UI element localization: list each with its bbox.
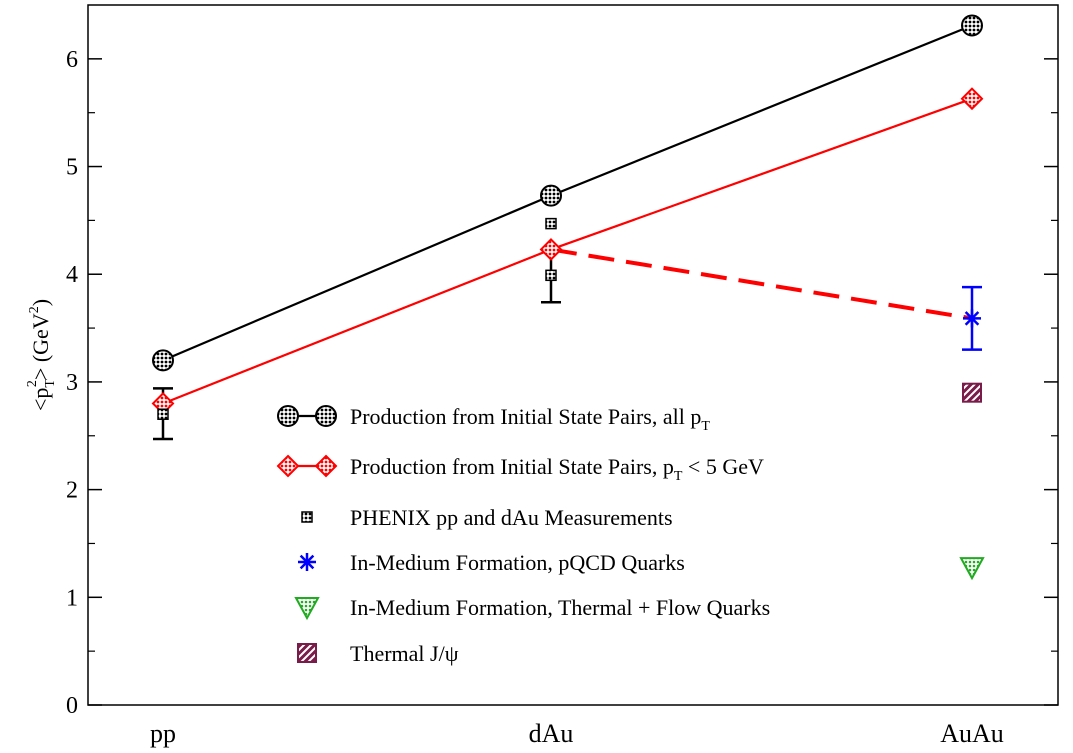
- x-tick-label: dAu: [529, 719, 574, 748]
- legend-marker: [298, 553, 316, 571]
- legend-label: Production from Initial State Pairs, all…: [350, 404, 710, 434]
- x-axis: pp dAu AuAu: [150, 719, 1004, 748]
- data-point: [539, 238, 563, 261]
- legend-marker: [314, 454, 338, 478]
- legend-label: Thermal J/ψ: [350, 641, 459, 666]
- data-point: [545, 217, 557, 230]
- legend-label: In-Medium Formation, Thermal + Flow Quar…: [350, 595, 770, 620]
- y-tick-label: 3: [66, 370, 78, 396]
- data-point: [540, 184, 562, 207]
- y-tick-label: 5: [66, 155, 78, 181]
- legend-marker: [301, 511, 313, 523]
- data-point: [960, 87, 984, 111]
- star-stroke: [964, 311, 980, 326]
- data-point: [963, 309, 981, 328]
- data-point: [152, 349, 174, 372]
- legend-entry: Thermal J/ψ: [297, 641, 459, 666]
- data-point: [962, 382, 982, 403]
- x-tick-label: AuAu: [940, 719, 1004, 748]
- star-stroke: [299, 554, 315, 570]
- legend-label: In-Medium Formation, pQCD Quarks: [350, 550, 685, 575]
- y-axis: 0 1 2 3 4 5 6: [66, 47, 1058, 719]
- legend-marker: [315, 405, 337, 427]
- legend-entry: In-Medium Formation, pQCD Quarks: [298, 550, 685, 575]
- data-point: [157, 408, 169, 420]
- y-tick-label: 1: [66, 585, 78, 611]
- legend-marker: [277, 405, 299, 427]
- data-point: [959, 557, 985, 581]
- series-lines: [162, 24, 973, 405]
- legend-entry: Production from Initial State Pairs, pT …: [276, 454, 764, 484]
- legend-entry: Production from Initial State Pairs, all…: [277, 404, 710, 434]
- y-tick-label: 4: [66, 262, 78, 288]
- legend-label: PHENIX pp and dAu Measurements: [350, 505, 673, 530]
- legend-entry: PHENIX pp and dAu Measurements: [301, 505, 673, 530]
- data-point: [545, 269, 557, 282]
- plot-frame: [87, 4, 1059, 706]
- series-line-0: [162, 24, 973, 362]
- legend-marker: [276, 454, 300, 478]
- legend-marker: [294, 597, 320, 621]
- y-tick-label: 0: [66, 693, 78, 719]
- y-tick-label: 6: [66, 47, 78, 73]
- series-markers: [151, 14, 985, 581]
- legend-entry: In-Medium Formation, Thermal + Flow Quar…: [294, 595, 770, 621]
- data-point: [961, 14, 983, 37]
- x-tick-label: pp: [150, 719, 176, 748]
- dashed-line: [550, 247, 973, 321]
- y-axis-label: <pT2> (GeV2): [25, 299, 58, 411]
- y-tick-label: 2: [66, 478, 78, 504]
- legend-label: Production from Initial State Pairs, pT …: [350, 454, 764, 484]
- legend: Production from Initial State Pairs, all…: [276, 404, 770, 666]
- legend-marker: [297, 643, 317, 663]
